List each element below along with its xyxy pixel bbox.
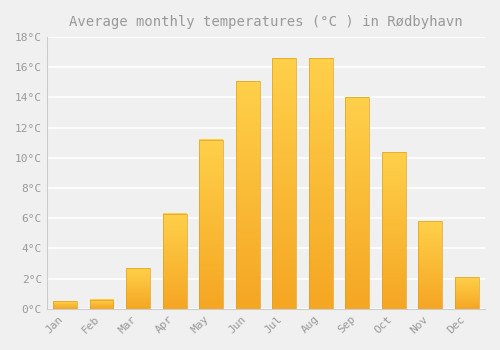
Bar: [126, 268, 150, 309]
Bar: [163, 214, 186, 309]
Bar: [382, 152, 406, 309]
Bar: [455, 277, 478, 309]
Bar: [272, 58, 296, 309]
Bar: [236, 81, 260, 309]
Bar: [90, 300, 114, 309]
Bar: [200, 140, 223, 309]
Bar: [309, 58, 332, 309]
Title: Average monthly temperatures (°C ) in Rødbyhavn: Average monthly temperatures (°C ) in Rø…: [69, 15, 462, 29]
Bar: [54, 301, 77, 309]
Bar: [418, 221, 442, 309]
Bar: [346, 98, 369, 309]
